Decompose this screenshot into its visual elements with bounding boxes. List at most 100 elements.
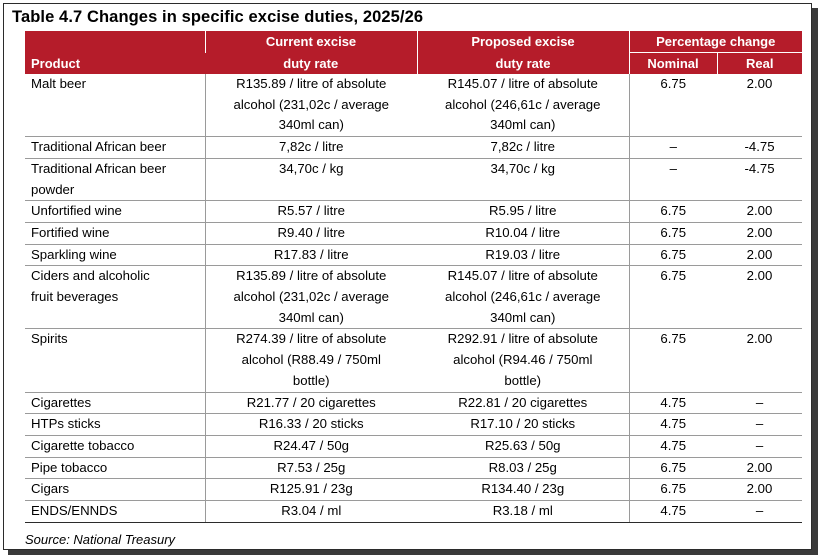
header-product: Product [25,31,205,74]
product-cell-line: Cigarette tobacco [31,437,135,453]
table-row: Traditional African beer powder 34,70c / k… [25,158,802,202]
real-change-cell: 2.00 [717,457,802,480]
real-change-cell: 2.00 [717,328,802,393]
header-current-line1: Current excise [204,31,417,53]
frame-shadow [812,8,818,553]
nominal-change-cell: 4.75 [628,392,717,415]
product-cell: Sparkling wine [25,244,205,267]
current-rate-cell-line: 340ml can) [278,309,344,325]
nominal-change-cell: 6.75 [628,265,717,330]
product-cell-line: Traditional African beer [31,160,167,176]
proposed-rate-cell: R17.10 / 20 sticks [417,413,629,436]
product-cell: Malt beer [25,74,205,138]
proposed-rate-cell-line: R17.10 / 20 sticks [470,416,576,432]
real-change-cell: 2.00 [717,200,802,223]
current-rate-cell-line: R125.91 / 23g [269,481,353,497]
product-cell-line: Malt beer [31,76,86,91]
nominal-change-cell: 4.75 [628,435,717,458]
table-title: Table 4.7 Changes in specific excise dut… [12,8,424,26]
proposed-rate-cell-line: R22.81 / 20 cigarettes [458,394,588,410]
real-change-cell: – [717,413,802,436]
product-cell-line: Cigarettes [31,394,92,410]
table-body: Malt beer R135.89 / litre of absolute alco… [25,74,802,523]
nominal-change-cell: 6.75 [628,328,717,393]
current-rate-cell-line: R5.57 / litre [277,203,345,219]
proposed-rate-cell-line: 7,82c / litre [490,139,555,155]
product-cell-line: Sparkling wine [31,246,117,262]
header-nominal: Nominal [628,52,717,74]
current-rate-cell: R7.53 / 25g [204,457,417,480]
nominal-change-cell: 6.75 [628,222,717,245]
proposed-rate-cell: R5.95 / litre [417,200,629,223]
current-rate-cell-line: alcohol (231,02c / average [233,96,389,112]
product-cell-line: Spirits [31,331,68,347]
current-rate-cell: R16.33 / 20 sticks [204,413,417,436]
current-rate-cell-line: R9.40 / litre [277,224,345,240]
table-row: Cigarette tobacco R24.47 / 50g R25.63 / 50… [25,435,802,458]
proposed-rate-cell: R10.04 / litre [417,222,629,245]
real-change-cell: 2.00 [717,478,802,502]
product-cell: Ciders and alcoholic fruit beverages [25,265,205,330]
product-cell: Unfortified wine [25,200,205,223]
real-change-cell: – [717,500,802,523]
proposed-rate-cell-line: R19.03 / litre [485,246,561,262]
proposed-rate-cell: R145.07 / litre of absolute alcohol (246,… [417,74,629,138]
proposed-rate-cell-line: alcohol (246,61c / average [445,96,601,112]
current-rate-cell: R5.57 / litre [204,200,417,223]
nominal-change-cell: 6.75 [628,200,717,223]
proposed-rate-cell: 7,82c / litre [417,136,629,159]
table-row: Unfortified wine R5.57 / litre R5.95 / lit… [25,200,802,223]
product-cell: Cigarettes [25,392,205,415]
nominal-change-cell: 6.75 [628,478,717,502]
current-rate-cell-line: R24.47 / 50g [273,437,350,453]
product-cell: Cigarette tobacco [25,435,205,458]
product-cell-line: powder [31,181,75,197]
proposed-rate-cell: R22.81 / 20 cigarettes [417,392,629,415]
product-cell-line: HTPs sticks [31,416,101,432]
table-row: Malt beer R135.89 / litre of absolute alco… [25,74,802,138]
proposed-rate-cell: R25.63 / 50g [417,435,629,458]
current-rate-cell-line: 7,82c / litre [278,139,344,155]
current-rate-cell-line: R135.89 / litre of absolute [236,268,387,284]
header-row-2: duty rate duty rate Nominal Real [25,52,802,74]
nominal-change-cell: 6.75 [628,74,717,138]
nominal-change-cell: 6.75 [628,244,717,267]
product-cell-line: Ciders and alcoholic [31,268,150,284]
product-cell: ENDS/ENNDS [25,500,205,523]
real-change-cell: -4.75 [717,158,802,202]
current-rate-cell: R125.91 / 23g [204,478,417,502]
table-row: ENDS/ENNDS R3.04 / ml R3.18 / ml 4.75– [25,500,802,523]
header-current-line2: duty rate [205,52,417,74]
real-change-cell: 2.00 [717,265,802,330]
proposed-rate-cell: R145.07 / litre of absolute alcohol (246,… [417,265,629,330]
proposed-rate-cell-line: R3.18 / ml [492,503,553,519]
nominal-change-cell: 6.75 [628,457,717,480]
product-cell: Cigars [25,478,205,502]
proposed-rate-cell-line: R10.04 / litre [485,224,561,240]
current-rate-cell-line: alcohol (231,02c / average [233,289,389,305]
nominal-change-cell: – [628,158,717,202]
proposed-rate-cell: R3.18 / ml [417,500,629,523]
current-rate-cell: R21.77 / 20 cigarettes [204,392,417,415]
real-change-cell: 2.00 [717,74,802,138]
proposed-rate-cell-line: R8.03 / 25g [488,459,557,475]
real-change-cell: – [717,392,802,415]
proposed-rate-cell-line: 34,70c / kg [490,160,555,176]
product-cell: Pipe tobacco [25,457,205,480]
current-rate-cell: 34,70c / kg [204,158,417,202]
product-cell: HTPs sticks [25,413,205,436]
current-rate-cell-line: bottle) [292,372,330,388]
current-rate-cell-line: 340ml can) [278,117,344,133]
table-row: Fortified wine R9.40 / litre R10.04 / litr… [25,222,802,245]
header-percentage-change: Percentage change [628,31,802,53]
current-rate-cell: R274.39 / litre of absolute alcohol (R88.… [204,328,417,393]
product-cell: Fortified wine [25,222,205,245]
current-rate-cell-line: R135.89 / litre of absolute [236,76,387,91]
proposed-rate-cell-line: R134.40 / 23g [481,481,565,497]
table-row: Pipe tobacco R7.53 / 25g R8.03 / 25g 6.75 2.… [25,457,802,480]
current-rate-cell: 7,82c / litre [204,136,417,159]
table-row: Spirits R274.39 / litre of absolute alcoho… [25,328,802,393]
product-cell-line: Traditional African beer [31,139,167,155]
product-cell: Traditional African beer [25,136,205,159]
table-row: HTPs sticks R16.33 / 20 sticks R17.10 / 20… [25,413,802,436]
